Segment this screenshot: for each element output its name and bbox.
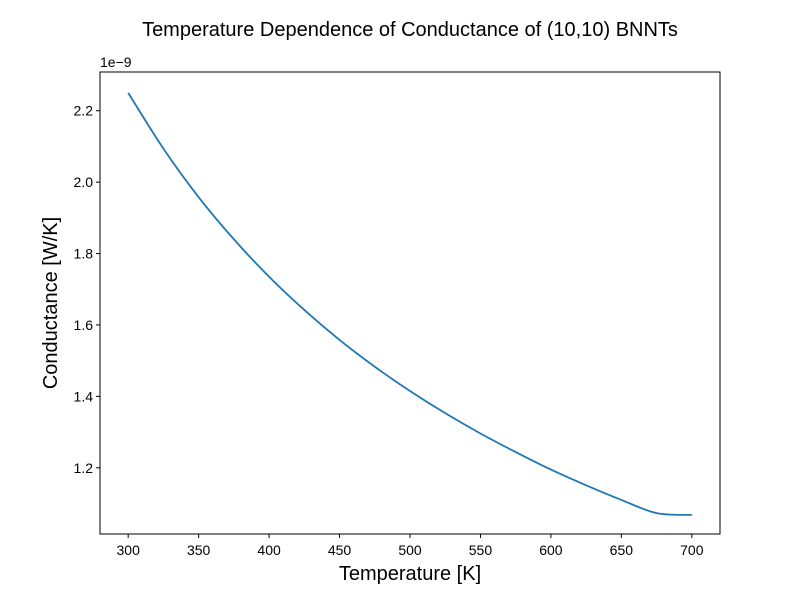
series-line-group — [127, 92, 692, 516]
y-tick-label: 1.6 — [74, 317, 94, 333]
y-axis-ticks: 1.2 1.4 1.6 1.8 2.0 2.2 — [74, 103, 100, 476]
x-tick-label: 400 — [257, 542, 281, 558]
y-tick-label: 1.4 — [74, 388, 94, 404]
x-axis-label: Temperature [K] — [339, 563, 481, 585]
y-tick-label: 1.2 — [74, 460, 94, 476]
x-tick-label: 650 — [610, 542, 634, 558]
x-tick-label: 350 — [187, 542, 211, 558]
plot-area — [99, 71, 721, 535]
x-tick-label: 500 — [398, 542, 422, 558]
chart-title: Temperature Dependence of Conductance of… — [142, 19, 678, 41]
x-tick-label: 450 — [328, 542, 352, 558]
x-tick-label: 550 — [469, 542, 493, 558]
y-tick-label: 2.0 — [74, 174, 94, 190]
y-tick-label: 2.2 — [74, 103, 94, 119]
series-line-0 — [127, 92, 692, 516]
x-tick-label: 300 — [117, 542, 141, 558]
x-axis-ticks: 300 350 400 450 500 550 600 650 700 — [117, 534, 704, 558]
y-tick-label: 1.8 — [74, 246, 94, 262]
y-offset-label: 1e−9 — [100, 54, 132, 70]
plot-frame — [99, 71, 721, 535]
x-tick-label: 700 — [680, 542, 704, 558]
x-tick-label: 600 — [539, 542, 563, 558]
y-axis-label: Conductance [W/K] — [40, 217, 62, 389]
